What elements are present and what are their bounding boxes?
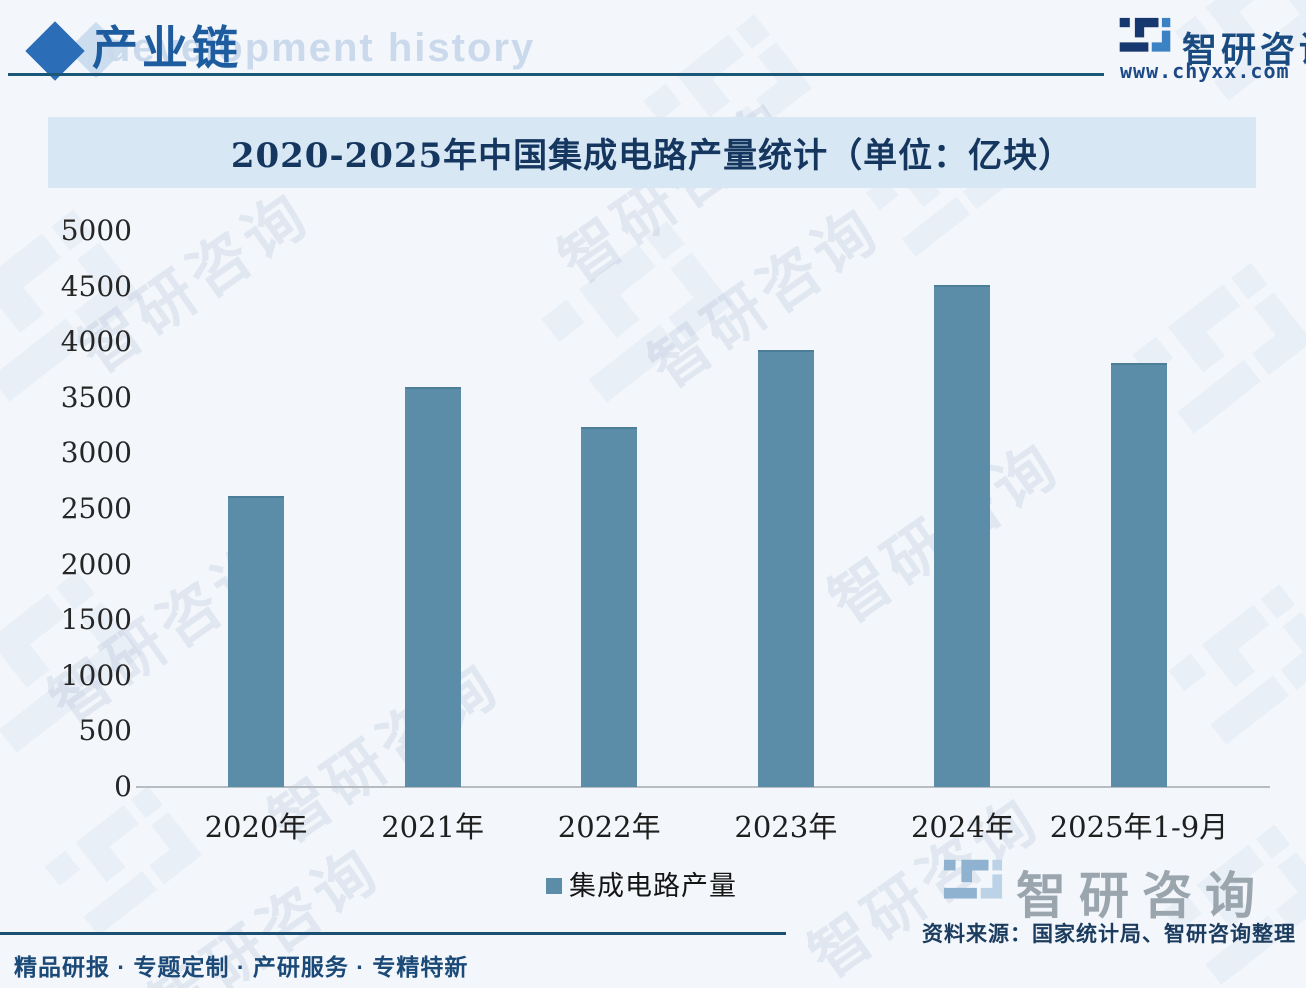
header-divider: [8, 73, 1104, 76]
x-axis-tick-label: 2021年: [381, 810, 484, 844]
bar-2024年: [934, 285, 991, 787]
zhiyan-logo-watermark-icon: [943, 859, 1003, 899]
x-axis-tick-label: 2022年: [557, 810, 661, 844]
bar-2022年: [581, 426, 638, 787]
legend: 集成电路产量: [546, 864, 737, 903]
y-axis-tick-label: 3000: [60, 436, 132, 470]
y-axis-tick-label: 3500: [60, 380, 132, 414]
chart-title: 2020-2025年中国集成电路产量统计（单位：亿块）: [230, 136, 1074, 176]
y-axis-tick-label: 2500: [60, 492, 132, 525]
y-axis-tick-label: 1500: [60, 603, 132, 637]
data-source: 资料来源：国家统计局、智研咨询整理: [922, 923, 1296, 946]
header-background-watermark: development history: [106, 26, 536, 70]
bar-2025年1-9月: [1111, 363, 1167, 787]
y-axis-tick-label: 4500: [60, 269, 132, 303]
bar-2021年: [404, 387, 461, 787]
zhiyan-logo-icon: [1119, 17, 1171, 52]
x-axis-tick-label: 2023年: [734, 810, 838, 844]
y-axis-tick-label: 1000: [60, 658, 132, 692]
x-axis-tick-label: 2025年1-9月: [1049, 810, 1229, 844]
y-axis-tick-label: 500: [78, 714, 132, 748]
chart-title-bar: 2020-2025年中国集成电路产量统计（单位：亿块）: [48, 117, 1256, 188]
brand-name: 智研咨询: [1182, 31, 1306, 70]
page-title: 产业链: [92, 21, 242, 75]
y-axis-tick-label: 5000: [60, 214, 132, 247]
x-axis-tick-label: 2024年: [910, 810, 1014, 844]
legend-marker-icon: [546, 877, 562, 894]
bar-2020年: [228, 496, 284, 787]
footer-tagline: 精品研报 · 专题定制 · 产研服务 · 专精特新: [14, 954, 469, 980]
x-axis-tick-label: 2020年: [204, 810, 308, 844]
x-axis-line: [136, 786, 1270, 788]
brand-url-link[interactable]: www.chyxx.com: [1120, 59, 1290, 83]
footer-divider: [0, 932, 786, 935]
bar-2023年: [757, 349, 814, 787]
y-axis-tick-label: 0: [114, 770, 132, 803]
legend-label: 集成电路产量: [569, 871, 737, 901]
y-axis-tick-label: 4000: [60, 325, 132, 359]
brand-watermark-text: 智研咨询: [1016, 868, 1268, 924]
y-axis-tick-label: 2000: [60, 547, 132, 581]
